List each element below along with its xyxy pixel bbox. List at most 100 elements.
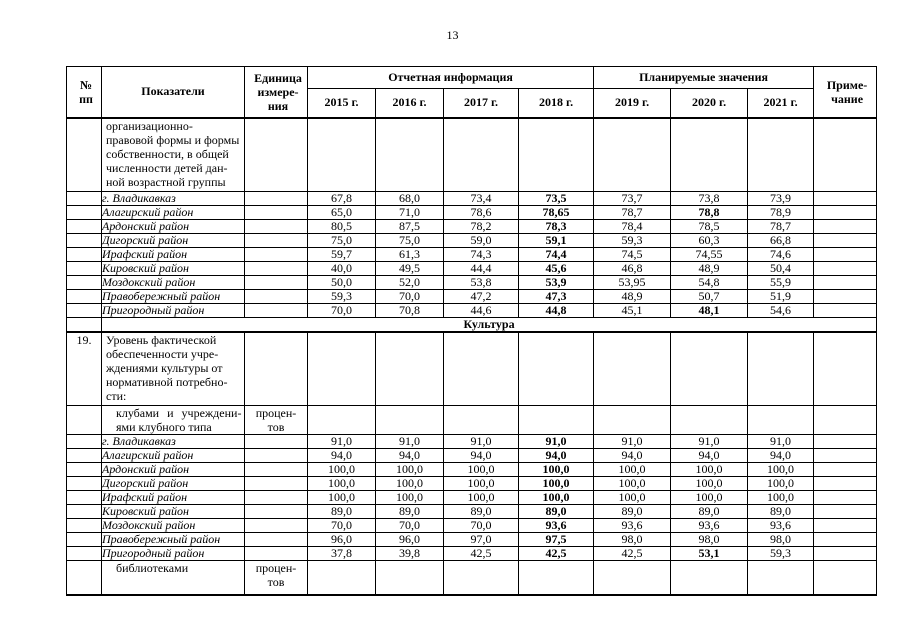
value-cell: 70,8 — [375, 302, 444, 318]
value-cell: 44,4 — [443, 260, 519, 276]
value-cell: 91,0 — [517, 433, 595, 449]
value-cell — [517, 559, 595, 596]
header-num-line: № — [79, 77, 93, 92]
value-cell: 100,0 — [670, 461, 749, 477]
value-cell: 100,0 — [670, 489, 749, 505]
value-cell: 70,0 — [375, 288, 444, 304]
note-cell — [813, 288, 878, 304]
indicator-text-cell: клубами и учреждени-ями клубного типа — [101, 404, 245, 435]
table-row-district: Алагирский район 94,0 94,0 94,0 94,0 94,0 94,0… — [66, 447, 878, 463]
value-cell: 100,0 — [443, 475, 519, 491]
district-name-cell: Алагирский район — [101, 204, 245, 220]
unit-cell — [244, 331, 308, 406]
value-cell — [593, 404, 672, 435]
value-cell: 91,0 — [593, 433, 672, 449]
row-num-cell — [66, 475, 102, 491]
district-name-cell: Моздокский район — [101, 517, 245, 533]
value-cell: 78,2 — [443, 218, 519, 234]
header-note-line: Приме- — [826, 77, 868, 92]
header-year: 2019 г. — [593, 88, 672, 119]
value-cell: 100,0 — [593, 461, 672, 477]
value-cell: 78,5 — [670, 218, 749, 234]
value-cell: 78,7 — [747, 218, 815, 234]
indicator-text-line: Уровень фактической — [106, 332, 217, 347]
value-cell: 53,9 — [517, 274, 595, 290]
value-cell: 98,0 — [747, 531, 815, 547]
value-cell: 100,0 — [375, 489, 444, 505]
value-cell: 93,6 — [747, 517, 815, 533]
header-unit: Единица измере-ния — [244, 66, 308, 119]
unit-cell — [244, 517, 308, 533]
value-cell: 78,8 — [670, 204, 749, 220]
value-cell: 78,6 — [443, 204, 519, 220]
value-cell: 74,4 — [517, 246, 595, 262]
value-cell — [747, 331, 815, 406]
value-cell: 94,0 — [443, 447, 519, 463]
value-cell: 89,0 — [670, 503, 749, 519]
note-cell — [813, 274, 878, 290]
table-row-district: Дигорский район 100,0 100,0 100,0 100,0 100,0… — [66, 475, 878, 491]
value-cell: 78,4 — [593, 218, 672, 234]
value-cell: 37,8 — [307, 545, 376, 561]
value-cell — [593, 117, 672, 192]
value-cell: 59,0 — [443, 232, 519, 248]
indicator-text-cell: Уровень фактической обеспеченности учре-ж… — [101, 331, 245, 406]
district-name-cell: Кировский район — [101, 260, 245, 276]
value-cell — [375, 404, 444, 435]
row-num-cell — [66, 232, 102, 248]
value-cell: 70,0 — [443, 517, 519, 533]
value-cell — [670, 117, 749, 192]
district-name-cell: Ардонский район — [101, 461, 245, 477]
value-cell: 75,0 — [307, 232, 376, 248]
unit-cell — [244, 204, 308, 220]
value-cell: 55,9 — [747, 274, 815, 290]
row-num-cell — [66, 545, 102, 561]
value-cell: 78,7 — [593, 204, 672, 220]
value-cell: 59,1 — [517, 232, 595, 248]
value-cell: 50,7 — [670, 288, 749, 304]
value-cell: 89,0 — [747, 503, 815, 519]
indicator-text-line: ной возрастной группы — [106, 174, 226, 189]
unit-cell — [244, 260, 308, 276]
value-cell: 87,5 — [375, 218, 444, 234]
unit-line: процен- — [255, 405, 297, 420]
indicators-table: № пп Показатели Единица измере-ния Отчетная и… — [66, 66, 878, 596]
value-cell: 91,0 — [747, 433, 815, 449]
unit-cell — [244, 246, 308, 262]
unit-cell — [244, 531, 308, 547]
value-cell: 42,5 — [593, 545, 672, 561]
table-row-district: Кировский район 89,0 89,0 89,0 89,0 89,0 89,0 8… — [66, 503, 878, 519]
value-cell: 91,0 — [375, 433, 444, 449]
district-name-cell: Дигорский район — [101, 232, 245, 248]
district-name-cell: Ирафский район — [101, 489, 245, 505]
indicator-text-line: сти: — [106, 388, 127, 403]
note-cell — [813, 218, 878, 234]
note-cell — [813, 475, 878, 491]
table-row-district: Пригородный район 70,0 70,8 44,6 44,8 45,1 48,… — [66, 302, 878, 318]
unit-cell — [244, 447, 308, 463]
value-cell: 45,6 — [517, 260, 595, 276]
header-group-row: № пп Показатели Единица измере-ния Отчетная и… — [66, 66, 878, 119]
value-cell: 70,0 — [375, 517, 444, 533]
value-cell: 70,0 — [307, 302, 376, 318]
district-name-cell: г. Владикавказ — [101, 190, 245, 206]
value-cell: 51,9 — [747, 288, 815, 304]
row-num-cell — [66, 117, 102, 192]
header-indicators: Показатели — [101, 66, 245, 119]
row-num-cell — [66, 274, 102, 290]
table-row-district: Дигорский район 75,0 75,0 59,0 59,1 59,3 60,3 6… — [66, 232, 878, 248]
value-cell: 60,3 — [670, 232, 749, 248]
value-cell: 100,0 — [747, 489, 815, 505]
district-name-cell: Алагирский район — [101, 447, 245, 463]
district-name-cell: Правобережный район — [101, 531, 245, 547]
table-row-district: Ардонский район 100,0 100,0 100,0 100,0 100,0… — [66, 461, 878, 477]
value-cell — [375, 117, 444, 192]
row-num-cell — [66, 433, 102, 449]
section-title: Культура — [100, 316, 878, 333]
value-cell: 74,5 — [593, 246, 672, 262]
value-cell: 97,0 — [443, 531, 519, 547]
row-num-cell — [66, 447, 102, 463]
district-name-cell: Дигорский район — [101, 475, 245, 491]
value-cell — [443, 117, 519, 192]
value-cell: 100,0 — [747, 475, 815, 491]
